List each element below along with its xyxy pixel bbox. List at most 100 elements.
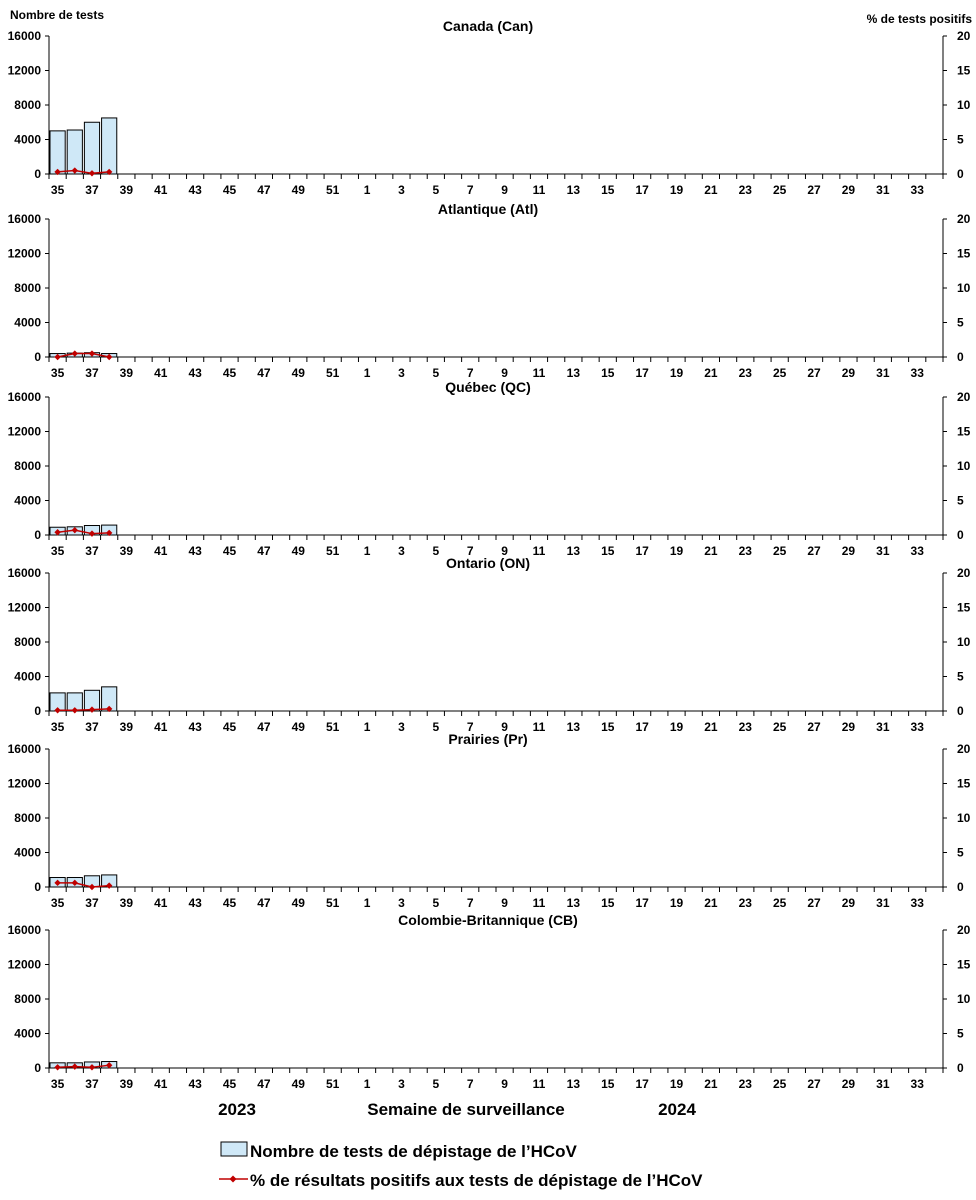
x-tick-label: 37 bbox=[85, 366, 99, 380]
x-tick-label: 23 bbox=[739, 896, 753, 910]
x-tick-label: 33 bbox=[911, 544, 925, 558]
x-tick-label: 9 bbox=[501, 544, 508, 558]
positive-pct-line bbox=[57, 708, 110, 712]
x-tick-label: 43 bbox=[188, 366, 202, 380]
x-tick-label: 27 bbox=[807, 183, 821, 197]
x-tick-label: 45 bbox=[223, 544, 237, 558]
x-tick-label: 7 bbox=[467, 896, 474, 910]
x-tick-label: 11 bbox=[533, 366, 546, 380]
x-tick-label: 31 bbox=[876, 366, 890, 380]
positive-pct-point bbox=[54, 1064, 61, 1071]
left-tick-label: 16000 bbox=[8, 212, 42, 226]
x-tick-label: 5 bbox=[432, 720, 439, 734]
x-tick-label: 47 bbox=[257, 366, 271, 380]
left-tick-label: 8000 bbox=[14, 992, 41, 1006]
x-tick-label: 27 bbox=[807, 544, 821, 558]
right-tick-label: 0 bbox=[957, 350, 964, 364]
x-tick-label: 37 bbox=[85, 1077, 99, 1091]
right-tick-label: 15 bbox=[957, 247, 971, 261]
x-tick-label: 47 bbox=[257, 1077, 271, 1091]
x-tick-label: 35 bbox=[51, 366, 65, 380]
positive-pct-line bbox=[57, 529, 110, 535]
positive-pct-point bbox=[105, 705, 113, 713]
panel-title: Atlantique (Atl) bbox=[438, 201, 538, 217]
x-tick-label: 3 bbox=[398, 1077, 405, 1091]
positive-pct-point bbox=[54, 529, 61, 536]
x-tick-label: 39 bbox=[120, 544, 134, 558]
x-tick-label: 19 bbox=[670, 1077, 684, 1091]
x-tick-label: 39 bbox=[120, 896, 134, 910]
x-tick-label: 43 bbox=[188, 1077, 202, 1091]
x-tick-label: 13 bbox=[567, 366, 581, 380]
x-tick-label: 21 bbox=[704, 366, 718, 380]
left-tick-label: 16000 bbox=[8, 923, 42, 937]
x-tick-label: 37 bbox=[85, 896, 99, 910]
left-tick-label: 4000 bbox=[14, 494, 41, 508]
right-tick-label: 20 bbox=[957, 390, 971, 404]
x-tick-label: 21 bbox=[704, 720, 718, 734]
x-tick-label: 17 bbox=[635, 183, 649, 197]
x-tick-label: 51 bbox=[326, 720, 340, 734]
x-tick-label: 13 bbox=[567, 720, 581, 734]
right-tick-label: 10 bbox=[957, 98, 971, 112]
x-tick-label: 31 bbox=[876, 544, 890, 558]
x-tick-label: 33 bbox=[911, 366, 925, 380]
positive-pct-point bbox=[88, 706, 96, 713]
x-tick-label: 33 bbox=[911, 183, 925, 197]
right-tick-label: 10 bbox=[957, 635, 971, 649]
x-tick-label: 35 bbox=[51, 544, 65, 558]
left-tick-label: 12000 bbox=[8, 777, 42, 791]
left-tick-label: 8000 bbox=[14, 98, 41, 112]
x-tick-label: 41 bbox=[154, 544, 168, 558]
x-tick-label: 37 bbox=[85, 544, 99, 558]
left-tick-label: 12000 bbox=[8, 64, 42, 78]
x-axis-title: Semaine de surveillance bbox=[367, 1100, 565, 1119]
right-tick-label: 20 bbox=[957, 29, 971, 43]
left-tick-label: 8000 bbox=[14, 459, 41, 473]
right-tick-label: 20 bbox=[957, 212, 971, 226]
x-tick-label: 31 bbox=[876, 896, 890, 910]
x-tick-label: 39 bbox=[120, 183, 134, 197]
positive-pct-point bbox=[71, 707, 78, 714]
x-tick-label: 25 bbox=[773, 720, 787, 734]
x-tick-label: 45 bbox=[223, 720, 237, 734]
panel-title: Canada (Can) bbox=[443, 18, 533, 34]
positive-pct-point bbox=[105, 353, 113, 361]
x-tick-label: 7 bbox=[467, 183, 474, 197]
x-tick-label: 37 bbox=[85, 720, 99, 734]
legend-line-label: % de résultats positifs aux tests de dép… bbox=[250, 1171, 703, 1190]
positive-pct-line bbox=[57, 1064, 110, 1069]
x-tick-label: 35 bbox=[51, 183, 65, 197]
right-tick-label: 15 bbox=[957, 601, 971, 615]
year-label: 2024 bbox=[658, 1100, 696, 1119]
x-tick-label: 13 bbox=[567, 1077, 581, 1091]
right-tick-label: 15 bbox=[957, 64, 971, 78]
left-axis-title: Nombre de tests bbox=[10, 8, 104, 22]
x-tick-label: 49 bbox=[292, 183, 306, 197]
x-tick-label: 17 bbox=[635, 366, 649, 380]
x-tick-label: 11 bbox=[533, 544, 546, 558]
left-tick-label: 8000 bbox=[14, 635, 41, 649]
x-tick-label: 3 bbox=[398, 366, 405, 380]
x-tick-label: 39 bbox=[120, 1077, 134, 1091]
right-tick-label: 0 bbox=[957, 1061, 964, 1075]
x-tick-label: 35 bbox=[51, 1077, 65, 1091]
x-tick-label: 11 bbox=[533, 720, 546, 734]
left-tick-label: 0 bbox=[34, 350, 41, 364]
x-tick-label: 1 bbox=[364, 896, 371, 910]
x-tick-label: 19 bbox=[670, 896, 684, 910]
x-tick-label: 41 bbox=[154, 1077, 168, 1091]
x-tick-label: 31 bbox=[876, 1077, 890, 1091]
x-tick-label: 5 bbox=[432, 183, 439, 197]
legend-marker-swatch bbox=[229, 1175, 237, 1183]
x-tick-label: 43 bbox=[188, 544, 202, 558]
x-tick-label: 49 bbox=[292, 544, 306, 558]
right-axis-title: % de tests positifs bbox=[867, 12, 973, 26]
x-tick-label: 51 bbox=[326, 183, 340, 197]
right-tick-label: 0 bbox=[957, 880, 964, 894]
x-tick-label: 5 bbox=[432, 896, 439, 910]
x-tick-label: 29 bbox=[842, 720, 856, 734]
x-tick-label: 9 bbox=[501, 1077, 508, 1091]
right-tick-label: 15 bbox=[957, 425, 971, 439]
